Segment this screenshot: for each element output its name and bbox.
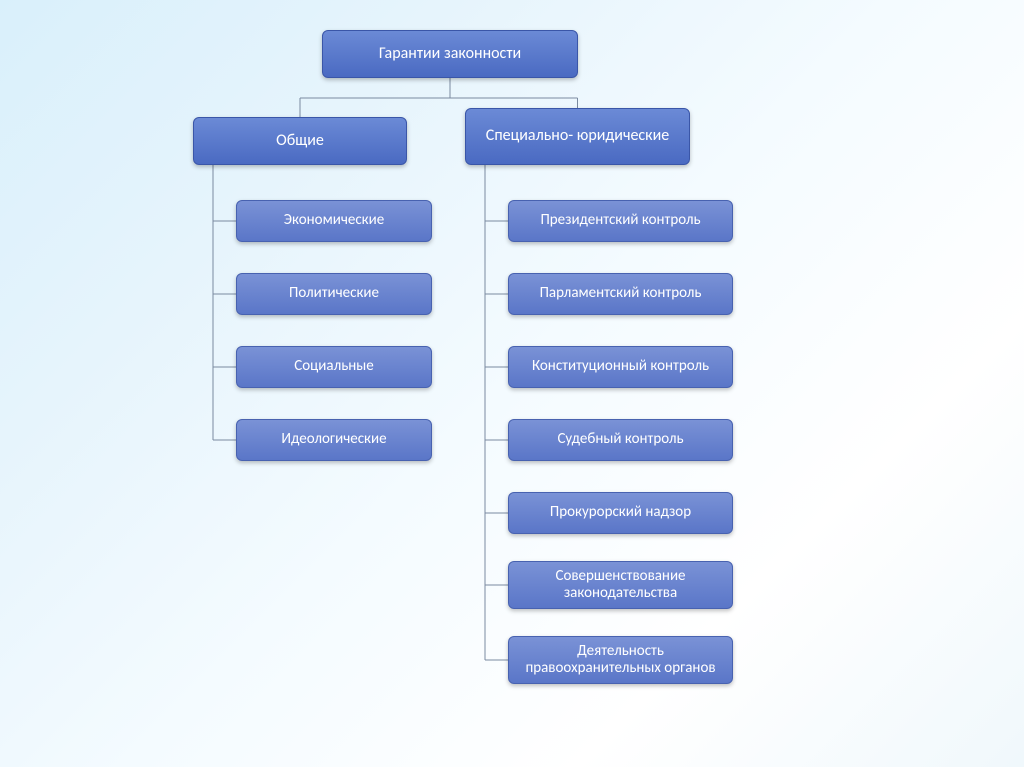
node-label: Экономические — [284, 212, 384, 229]
node-label: Конституционный контроль — [532, 358, 709, 375]
node-special: Специально- юридические — [465, 108, 690, 165]
node-label: Социальные — [294, 358, 374, 375]
node-g2: Политические — [236, 273, 432, 315]
node-root: Гарантии законности — [322, 30, 578, 78]
node-label: Специально- юридические — [486, 127, 669, 145]
node-label: Президентский контроль — [540, 212, 700, 229]
node-s2: Парламентский контроль — [508, 273, 733, 315]
node-label: Гарантии законности — [379, 45, 521, 63]
node-g4: Идеологические — [236, 419, 432, 461]
node-label: Совершенствование законодательства — [517, 568, 724, 603]
node-label: Политические — [289, 285, 379, 302]
node-s1: Президентский контроль — [508, 200, 733, 242]
node-label: Прокурорский надзор — [550, 504, 691, 521]
node-s6: Совершенствование законодательства — [508, 561, 733, 609]
node-label: Идеологические — [281, 431, 386, 448]
node-general: Общие — [193, 117, 407, 165]
node-label: Парламентский контроль — [540, 285, 702, 302]
node-label: Общие — [276, 132, 324, 150]
node-label: Деятельность правоохранительных органов — [517, 643, 724, 678]
node-label: Судебный контроль — [557, 431, 683, 448]
node-s5: Прокурорский надзор — [508, 492, 733, 534]
node-g3: Социальные — [236, 346, 432, 388]
node-s4: Судебный контроль — [508, 419, 733, 461]
node-g1: Экономические — [236, 200, 432, 242]
node-s7: Деятельность правоохранительных органов — [508, 636, 733, 684]
node-s3: Конституционный контроль — [508, 346, 733, 388]
